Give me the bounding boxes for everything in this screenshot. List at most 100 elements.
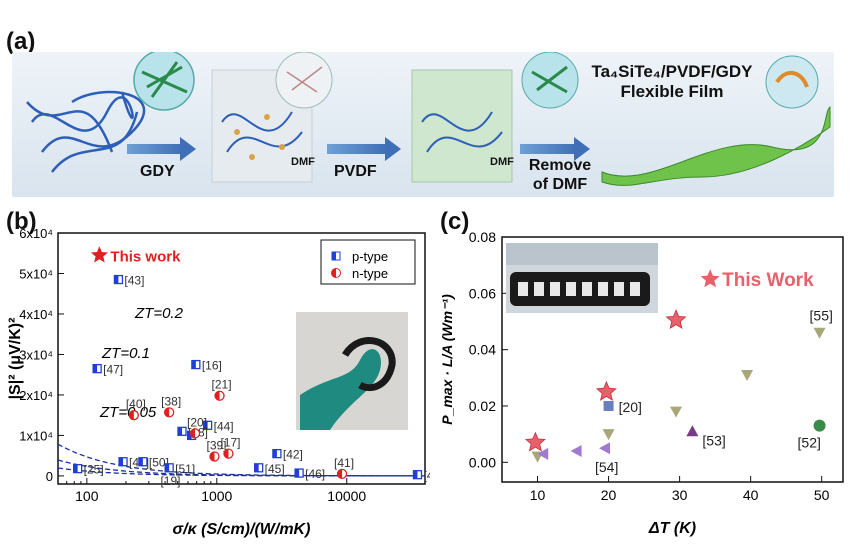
ref-label: [20] [187,415,207,429]
legend-n-marker-fill [331,268,336,278]
x-tick-label-c: 30 [672,487,688,503]
y-tick-label-b: 1x10⁴ [19,428,53,443]
y-tick-label-c: 0.00 [469,454,496,470]
ref-label: [42] [283,448,303,462]
y-tick-label-b: 2x10⁴ [19,388,53,403]
ref-label: [16] [202,359,222,373]
dmf-label-2: DMF [490,156,514,168]
film-title-line1: Ta₄SiTe₄/PVDF/GDY [591,62,753,81]
x-tick-label-c: 40 [743,487,759,503]
y-axis-label-b: |S|² (μV/K)² [7,318,24,400]
p-type-point-fill [93,364,98,373]
x-tick-label-b: 10000 [327,488,366,504]
ref-label: [41] [334,456,354,470]
legend-p-marker-fill [332,252,336,260]
ref-label-c: [52] [798,435,821,451]
ref-label: [19] [160,474,180,488]
gdy-network-icon [26,90,146,173]
p-type-point-fill [413,470,418,479]
zt-label: ZT=0.1 [101,345,150,362]
x-tick-label-c: 10 [530,487,546,503]
ref-label: [47] [103,363,123,377]
arrow-3-icon [520,137,590,161]
data-point [813,327,826,339]
p-type-point-fill [203,421,208,430]
this-work-star-c [665,309,687,330]
x-tick-label-c: 50 [814,487,830,503]
n-type-point-fill [164,407,170,417]
y-tick-label-b: 5x10⁴ [19,266,53,281]
schematic-illustration [26,52,831,186]
ref-label: [50] [149,456,169,470]
y-tick-label-b: 6x10⁴ [19,226,53,241]
y-tick-label-c: 0.06 [469,285,496,301]
ref-label-c: [53] [702,432,725,448]
data-point [602,429,615,441]
plot-frame-b [57,232,426,485]
step-gdy-label: GDY [140,163,175,180]
x-axis-label-b: σ/κ (S/cm)/(W/mK) [173,521,311,538]
p-type-point-fill [187,431,192,440]
zt-label: ZT=0.2 [134,305,184,322]
ref-label: [21] [212,378,232,392]
ref-label: [25] [84,463,104,477]
n-type-point-fill [215,391,220,401]
ref-label-c: [20] [619,399,642,415]
data-point [670,406,683,418]
chart-b: 100 1000 10000 0 1x10⁴ 2x10⁴ 3x10⁴ 4x10⁴ 5x10⁴ 6x… [7,226,430,538]
step-remove-dmf-label: Remove of DMF [528,157,592,193]
ref-label: [46] [305,467,325,481]
p-type-point-fill [272,449,277,458]
panel-b-label: (b) [6,208,37,235]
schematic-banner: GDY PVDF Remove of DMF DMF DMF Ta₄SiTe₄/… [12,52,834,197]
arrow-1-icon [127,137,196,161]
y-tick-label-b: 4x10⁴ [19,307,53,322]
ref-label: [39] [206,438,226,452]
zt-label: ZT=0.05 [99,404,157,421]
film-title: Ta₄SiTe₄/PVDF/GDY Flexible Film [582,62,762,102]
flexible-film-photo-icon [296,312,408,430]
zt-curve [58,467,425,477]
data-point [537,447,549,460]
p-type-point-fill [254,463,259,472]
solution-box-icon [411,69,513,183]
panel-a-label: (a) [6,28,36,55]
n-type-point-fill [129,410,134,420]
legend-p-label: p-type [352,249,388,264]
plot-frame-c [501,236,844,483]
p-type-point-fill [73,464,78,473]
n-type-point-fill [337,469,343,479]
panel-c-label: (c) [440,208,470,235]
zoom-bubble-4-icon [765,55,819,109]
data-point [813,419,826,432]
arrow-2-icon [327,137,401,161]
legend-n-label: n-type [352,266,388,281]
n-type-point-fill [190,428,196,438]
data-point [603,400,614,411]
p-type-point-fill [191,360,196,369]
ref-label: [49] [423,469,430,483]
zt-curve [58,443,425,477]
this-work-label-c: This Work [722,270,814,291]
this-work-label: This work [110,248,181,265]
ref-label-c: [55] [810,308,833,324]
ref-label: [44] [214,419,234,433]
ref-label: [40] [126,397,146,411]
ref-label: [38] [161,394,181,408]
zt-curve [58,459,425,477]
p-type-point-fill [295,469,300,478]
p-type-point-fill [165,463,170,472]
y-axis-label-c: P_max · L/A (Wm⁻¹) [439,294,455,425]
flexible-film-icon [601,106,831,186]
dmf-label-1: DMF [291,156,315,168]
y-tick-label-c: 0.08 [469,229,496,245]
data-point [599,442,611,455]
data-point [741,369,754,381]
ref-label: [17] [220,436,240,450]
y-tick-label-b: 0 [46,469,53,484]
this-work-star-c [524,431,546,452]
x-tick-label-c: 20 [601,487,617,503]
x-tick-label-b: 1000 [201,488,232,504]
data-point [570,445,582,458]
ref-label: [43] [124,274,144,288]
